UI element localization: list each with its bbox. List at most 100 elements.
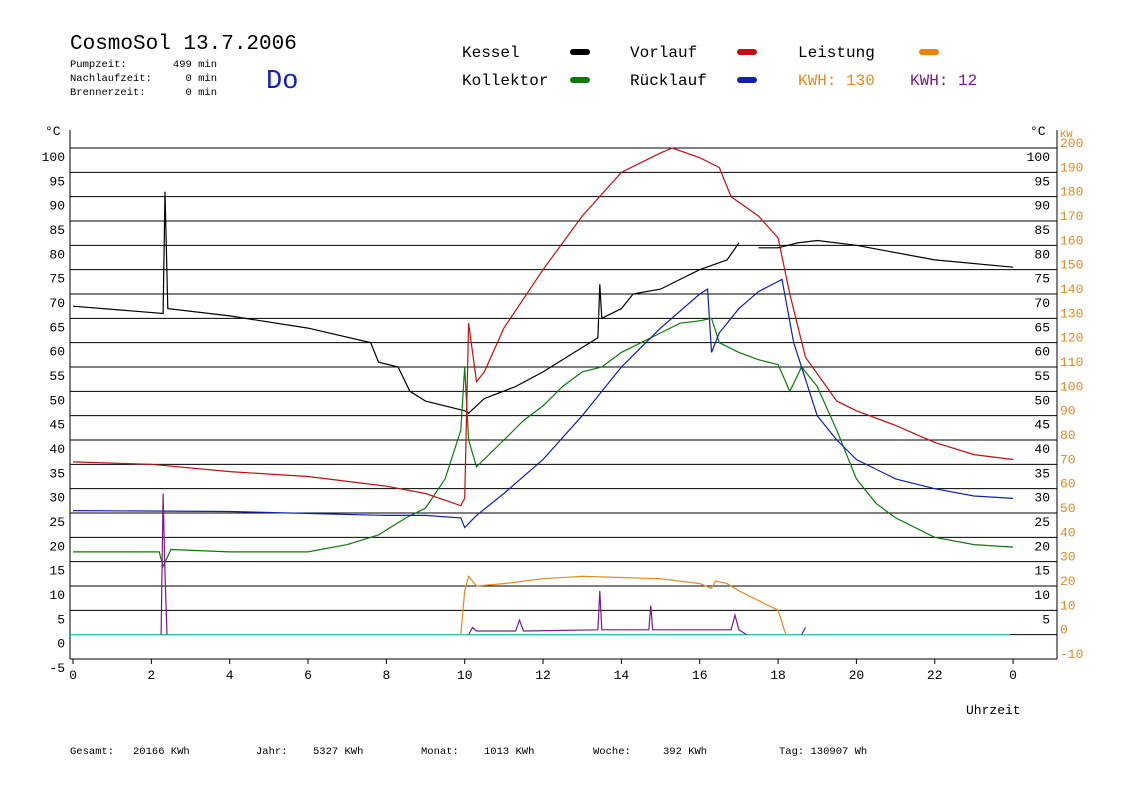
y-tick-label-right: 70 <box>1034 296 1050 311</box>
y-tick-label: 40 <box>49 442 65 457</box>
x-tick-label: 0 <box>1009 668 1017 683</box>
y-tick-label: 65 <box>49 320 65 335</box>
y-tick-label: 85 <box>49 223 65 238</box>
x-tick-label: 0 <box>69 668 77 683</box>
stat-value: 499 min <box>173 59 217 71</box>
y-tick-label-right: 10 <box>1034 588 1050 603</box>
y2-tick-label: 150 <box>1060 258 1083 273</box>
stat-value: 0 min <box>185 87 217 99</box>
y2-tick-label: 80 <box>1060 428 1076 443</box>
y-tick-label-right: 55 <box>1034 369 1050 384</box>
footer-label: Monat: <box>421 746 459 758</box>
y2-tick-label: 0 <box>1060 623 1068 638</box>
x-tick-label: 4 <box>226 668 234 683</box>
y-tick-label: 0 <box>57 637 65 652</box>
y-tick-label-right: 100 <box>1027 150 1050 165</box>
kwh-label: KWH: 12 <box>910 72 977 90</box>
legend-label: Vorlauf <box>630 44 697 62</box>
y-tick-label: 100 <box>42 150 65 165</box>
x-tick-label: 6 <box>304 668 312 683</box>
y-tick-label: 55 <box>49 369 65 384</box>
y-tick-label-right: 90 <box>1034 199 1050 214</box>
y2-tick-label: 160 <box>1060 233 1083 248</box>
x-tick-label: 12 <box>535 668 551 683</box>
y2-tick-label: -10 <box>1060 647 1083 662</box>
x-tick-label: 8 <box>382 668 390 683</box>
y2-tick-label: 170 <box>1060 209 1083 224</box>
y-tick-label: 50 <box>49 393 65 408</box>
y-tick-label: 60 <box>49 345 65 360</box>
x-tick-label: 16 <box>692 668 708 683</box>
kwh-label: KWH: 130 <box>798 72 875 90</box>
y2-tick-label: 40 <box>1060 525 1076 540</box>
y2-tick-label: 120 <box>1060 331 1083 346</box>
x-axis-label: Uhrzeit <box>966 703 1021 718</box>
y2-tick-label: 70 <box>1060 452 1076 467</box>
footer-value: 20166 KWh <box>133 746 190 758</box>
y2-tick-label: 180 <box>1060 185 1083 200</box>
y-tick-label: 70 <box>49 296 65 311</box>
y-tick-label: 80 <box>49 247 65 262</box>
chart-title: CosmoSol 13.7.2006 <box>70 33 297 56</box>
x-tick-label: 2 <box>147 668 155 683</box>
stat-label: Brennerzeit: <box>70 87 146 99</box>
y-tick-label: -5 <box>49 661 65 676</box>
y-tick-label-right: 85 <box>1034 223 1050 238</box>
y-tick-label-right: 95 <box>1034 174 1050 189</box>
y-tick-label-right: 5 <box>1042 612 1050 627</box>
y-tick-label: 35 <box>49 466 65 481</box>
y-tick-label-right: 65 <box>1034 320 1050 335</box>
y-tick-label-right: 15 <box>1034 564 1050 579</box>
y2-tick-label: 140 <box>1060 282 1083 297</box>
x-tick-label: 22 <box>927 668 943 683</box>
y-tick-label: 15 <box>49 564 65 579</box>
legend-label: Kessel <box>462 44 520 62</box>
y2-tick-label: 200 <box>1060 136 1083 151</box>
footer-label: Gesamt: <box>70 746 114 758</box>
x-tick-label: 14 <box>614 668 630 683</box>
stat-label: Pumpzeit: <box>70 59 127 71</box>
y2-tick-label: 90 <box>1060 404 1076 419</box>
y-tick-label-right: 30 <box>1034 491 1050 506</box>
y-tick-label: 30 <box>49 491 65 506</box>
y-tick-label: 5 <box>57 612 65 627</box>
y2-tick-label: 110 <box>1060 355 1083 370</box>
footer-label: Tag: 130907 Wh <box>779 746 867 758</box>
y-tick-label-right: 20 <box>1034 539 1050 554</box>
y-tick-label-right: 25 <box>1034 515 1050 530</box>
series-line <box>72 147 1014 507</box>
legend-label: Leistung <box>798 44 875 62</box>
day: Do <box>266 67 298 97</box>
y-tick-label: 25 <box>49 515 65 530</box>
y-tick-label: 10 <box>49 588 65 603</box>
footer-value: 1013 KWh <box>484 746 534 758</box>
legend-label: Kollektor <box>462 72 548 90</box>
y-tick-label: 90 <box>49 199 65 214</box>
y2-tick-label: 30 <box>1060 550 1076 565</box>
y-tick-label-right: 50 <box>1034 393 1050 408</box>
y-tick-label-right: 40 <box>1034 442 1050 457</box>
y2-tick-label: 130 <box>1060 306 1083 321</box>
footer-value: 392 KWh <box>663 746 707 758</box>
y-tick-label-right: 75 <box>1034 272 1050 287</box>
footer-label: Woche: <box>593 746 631 758</box>
x-tick-label: 10 <box>457 668 473 683</box>
footer-value: 5327 KWh <box>313 746 363 758</box>
y-tick-label-right: 35 <box>1034 466 1050 481</box>
footer-label: Jahr: <box>256 746 288 758</box>
y-tick-label-right: 60 <box>1034 345 1050 360</box>
y-tick-label: 20 <box>49 539 65 554</box>
y2-tick-label: 190 <box>1060 160 1083 175</box>
y-tick-label-right: 80 <box>1034 247 1050 262</box>
x-tick-label: 18 <box>770 668 786 683</box>
series-line <box>72 191 1014 414</box>
stat-label: Nachlaufzeit: <box>70 73 152 85</box>
series-line <box>460 575 787 635</box>
x-tick-label: 20 <box>849 668 865 683</box>
y-axis-label-right: °C <box>1030 124 1046 139</box>
y-tick-label-right: 45 <box>1034 418 1050 433</box>
y2-tick-label: 10 <box>1060 598 1076 613</box>
series-line <box>160 493 807 636</box>
